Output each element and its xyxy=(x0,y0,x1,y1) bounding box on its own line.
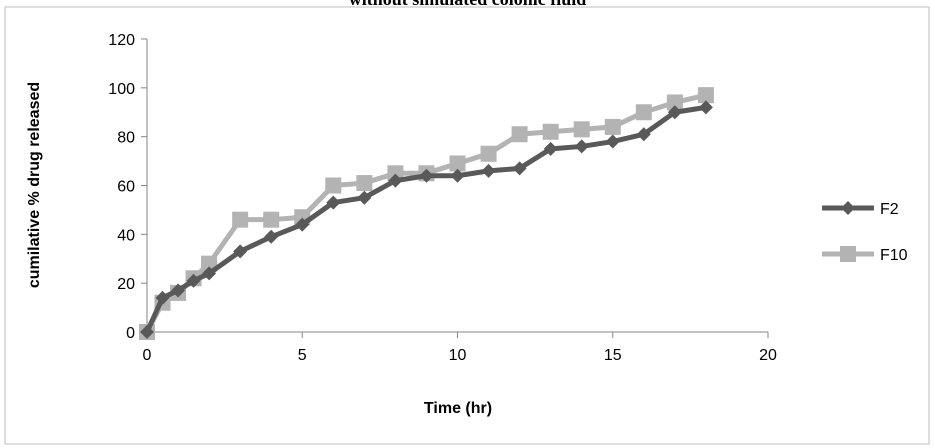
data-point-f10 xyxy=(232,211,249,228)
data-point-f2 xyxy=(667,105,682,120)
chart-border xyxy=(4,6,930,445)
data-point-f2 xyxy=(512,161,527,176)
legend-label-f2: F2 xyxy=(880,201,899,218)
data-point-f2 xyxy=(388,173,403,188)
data-point-f2 xyxy=(171,283,186,298)
data-point-f2 xyxy=(186,273,201,288)
x-tick-label: 10 xyxy=(449,347,467,364)
series-line-f10 xyxy=(144,92,709,335)
series-f2 xyxy=(140,100,713,339)
data-point-f2 xyxy=(605,134,620,149)
data-point-f2 xyxy=(636,127,651,142)
data-point-f2 xyxy=(264,229,279,244)
data-point-f10 xyxy=(387,165,404,182)
data-point-f2 xyxy=(233,244,248,259)
x-tick-label: 5 xyxy=(298,347,307,364)
data-point-f2 xyxy=(543,141,558,156)
data-point-f10 xyxy=(635,104,652,121)
data-point-f2 xyxy=(202,266,217,281)
y-axis-label: cumilative % drug released xyxy=(26,82,43,288)
data-point-f2 xyxy=(698,100,713,115)
data-point-f2 xyxy=(574,139,589,154)
axes: 0 20 40 60 80 100 120 0 5 10 15 20 xyxy=(108,32,777,364)
data-point-f10 xyxy=(325,177,342,194)
y-tick-label: 60 xyxy=(117,179,135,196)
y-tick-label: 20 xyxy=(117,276,135,293)
series-f10 xyxy=(139,87,714,340)
legend-item-f10: F10 xyxy=(822,246,908,264)
y-tick-label: 80 xyxy=(117,130,135,147)
data-point-f10 xyxy=(263,211,280,228)
data-point-f10 xyxy=(542,123,559,140)
series-line-f2 xyxy=(144,104,709,335)
data-point-f10 xyxy=(573,121,590,138)
x-tick-label: 0 xyxy=(143,347,152,364)
data-point-f2 xyxy=(326,195,341,210)
legend-item-f2: F2 xyxy=(822,201,899,218)
data-point-f10 xyxy=(604,118,621,135)
data-point-f2 xyxy=(155,290,170,305)
x-tick-label: 20 xyxy=(759,347,777,364)
y-tick-label: 40 xyxy=(117,227,135,244)
y-tick-label: 120 xyxy=(108,32,135,49)
series-layer xyxy=(139,87,714,340)
data-point-f2 xyxy=(140,325,154,339)
data-point-f2 xyxy=(450,168,465,183)
data-point-f10 xyxy=(511,126,528,143)
data-point-f10 xyxy=(356,175,373,192)
data-point-f2 xyxy=(419,168,434,183)
data-point-f10 xyxy=(480,145,497,162)
legend-label-f10: F10 xyxy=(880,247,908,264)
data-point-f10 xyxy=(697,87,714,104)
data-point-f2 xyxy=(481,163,496,178)
chart-title: without simulated colonic fluid xyxy=(0,0,935,10)
legend-marker-f2 xyxy=(841,201,855,215)
data-point-f2 xyxy=(357,190,372,205)
legend: F2 F10 xyxy=(822,201,908,264)
legend-marker-f10 xyxy=(840,246,856,262)
data-point-f10 xyxy=(666,94,683,111)
data-point-f2 xyxy=(295,217,310,232)
x-tick-label: 15 xyxy=(604,347,622,364)
x-axis-label: Time (hr) xyxy=(424,400,492,417)
y-tick-label: 0 xyxy=(126,325,135,342)
y-tick-label: 100 xyxy=(108,81,135,98)
data-point-f10 xyxy=(449,155,466,172)
